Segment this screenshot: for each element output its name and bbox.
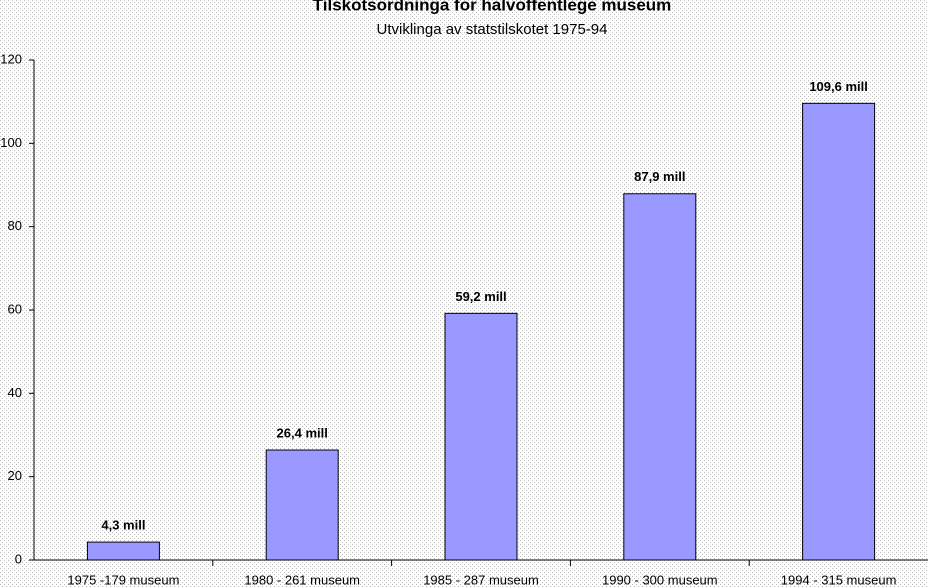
bar	[802, 102, 876, 561]
x-tick-label: 1994 - 315 museum	[781, 572, 897, 587]
y-tick-label: 80	[8, 218, 22, 233]
bar	[265, 449, 339, 561]
y-tick-label: 100	[0, 135, 22, 150]
bar	[444, 312, 518, 561]
chart-title: Tilskotsordninga for halvoffentlege muse…	[313, 0, 672, 14]
bar	[623, 193, 697, 561]
x-tick-label: 1985 - 287 museum	[423, 572, 539, 587]
y-tick-label: 20	[8, 468, 22, 483]
x-tick-label: 1975 -179 museum	[67, 572, 179, 587]
value-label: 59,2 mill	[455, 289, 506, 304]
value-label: 4,3 mill	[101, 518, 145, 533]
x-tick-label: 1990 - 300 museum	[602, 572, 718, 587]
y-tick-label: 120	[0, 51, 22, 66]
value-label: 109,6 mill	[809, 79, 868, 94]
value-label: 26,4 mill	[277, 425, 328, 440]
y-tick-label: 40	[8, 385, 22, 400]
y-tick-label: 60	[8, 301, 22, 316]
value-label: 87,9 mill	[634, 169, 685, 184]
bar	[86, 541, 160, 561]
y-tick-label: 0	[15, 551, 22, 566]
chart-subtitle: Utviklinga av statstilskotet 1975-94	[377, 21, 608, 38]
x-tick-label: 1980 - 261 museum	[244, 572, 360, 587]
